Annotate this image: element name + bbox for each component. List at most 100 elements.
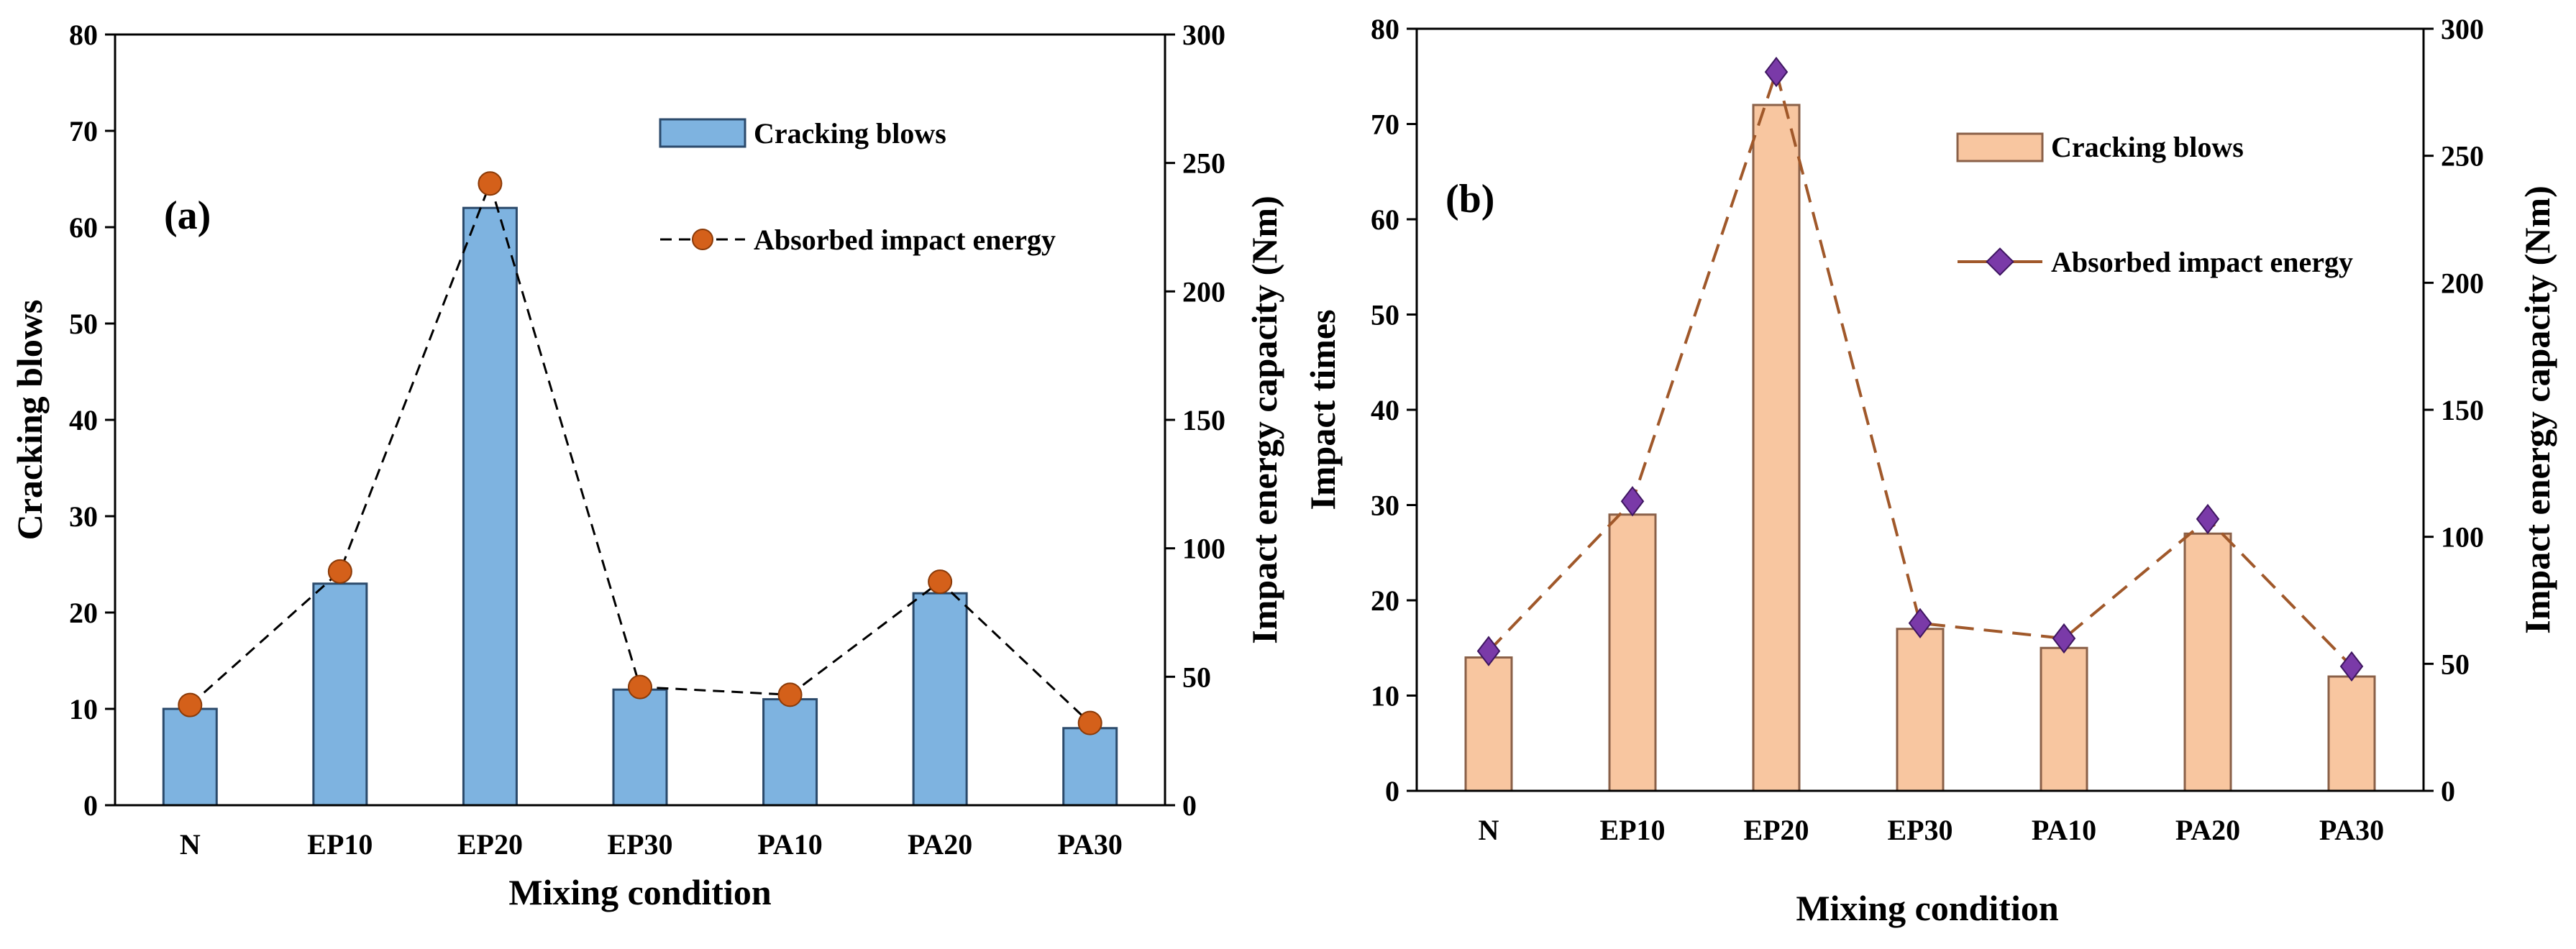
data-point	[327, 559, 352, 584]
x-axis-title: Mixing condition	[1796, 888, 2059, 928]
y-tick-label: 30	[1371, 490, 1399, 522]
y-tick-label: 30	[69, 500, 98, 533]
data-point	[178, 692, 203, 718]
panel-label: (a)	[164, 193, 211, 238]
bar-group	[162, 206, 1118, 807]
x-tick-label: EP30	[1887, 814, 1952, 846]
y-tick-label: 10	[69, 693, 98, 725]
y-tick-label: 0	[1385, 775, 1399, 807]
y-tick-label: 60	[1371, 203, 1399, 236]
bar	[2040, 646, 2088, 792]
y2-tick-group: 0 50 100 150 200 250 300	[2424, 13, 2484, 807]
data-point	[2052, 623, 2076, 654]
x-tick-label: EP10	[307, 828, 373, 861]
y-tick-label: 80	[69, 19, 98, 51]
bar	[612, 688, 668, 807]
y-tick-label: 60	[69, 211, 98, 244]
y-tick-label: 20	[1371, 584, 1399, 617]
bar	[462, 206, 518, 807]
y2-axis-title: Impact energy capacity (Nm)	[1244, 196, 1284, 643]
y-tick-label: 70	[1371, 109, 1399, 141]
y2-tick-label: 50	[2441, 648, 2470, 680]
y2-tick-label: 100	[1182, 533, 1225, 565]
y2-tick-label: 50	[1182, 661, 1211, 693]
x-tick-group: N EP10 EP20 EP30 PA10 PA20 PA30	[1479, 814, 2385, 846]
y2-tick-label: 300	[1182, 19, 1225, 51]
data-point	[1476, 636, 1501, 666]
x-tick-label: PA20	[908, 828, 972, 861]
data-point	[1908, 608, 1932, 638]
bar	[312, 582, 368, 807]
panel-b: 0 10 20 30 40 50 60 70 80 0 50 100 150 200 250 300 N EP…	[1302, 13, 2557, 928]
y2-tick-label: 150	[1182, 404, 1225, 436]
data-point	[1077, 710, 1102, 735]
data-point	[628, 674, 652, 700]
x-axis-title: Mixing condition	[508, 872, 772, 912]
bar	[1464, 656, 1513, 792]
data-point	[777, 682, 803, 707]
y-tick-label: 10	[1371, 680, 1399, 712]
marker-series	[1476, 56, 2364, 682]
y2-tick-group: 0 50 100 150 200 250 300	[1165, 19, 1225, 822]
x-tick-label: EP20	[1743, 814, 1809, 846]
y2-tick-label: 150	[2441, 394, 2484, 426]
x-tick-label: PA30	[2319, 814, 2384, 846]
x-tick-label: EP20	[457, 828, 523, 861]
y2-axis-title: Impact energy capacity (Nm)	[2517, 185, 2557, 633]
legend-label-line: Absorbed impact energy	[2051, 246, 2353, 278]
y2-tick-label: 250	[2441, 140, 2484, 173]
legend-label-bar: Cracking blows	[2051, 131, 2244, 163]
bar	[1608, 513, 1657, 792]
y-tick-label: 70	[69, 115, 98, 147]
bar	[1062, 727, 1118, 807]
y-axis-title: Cracking blows	[9, 300, 50, 541]
legend: Cracking blows Absorbed impact energy	[659, 117, 1056, 256]
data-point	[1764, 56, 1789, 88]
y-tick-label: 50	[69, 308, 98, 340]
x-tick-label: PA30	[1058, 828, 1123, 861]
y2-tick-label: 200	[2441, 267, 2484, 299]
panel-label: (b)	[1445, 177, 1494, 221]
data-point	[928, 569, 953, 595]
panel-a: 0 10 20 30 40 50 60 70 80 0 50 100 150 200 250 300 N EP…	[9, 19, 1284, 912]
x-tick-label: PA10	[757, 828, 822, 861]
legend-swatch-bar	[1956, 132, 2044, 162]
legend: Cracking blows Absorbed impact energy	[1956, 131, 2353, 278]
y2-tick-label: 300	[2441, 13, 2484, 45]
x-tick-label: N	[180, 828, 201, 861]
x-tick-label: EP30	[607, 828, 672, 861]
y2-tick-label: 250	[1182, 147, 1225, 180]
legend-label-line: Absorbed impact energy	[754, 224, 1056, 256]
y-tick-label: 20	[69, 597, 98, 629]
y-tick-label: 40	[1371, 394, 1399, 426]
y2-tick-label: 200	[1182, 275, 1225, 308]
bar	[162, 707, 218, 807]
y-tick-label: 50	[1371, 299, 1399, 331]
x-tick-label: PA10	[2032, 814, 2096, 846]
y-tick-label: 40	[69, 404, 98, 436]
data-point	[2196, 503, 2220, 535]
bar	[2327, 675, 2376, 792]
bar-group	[1464, 104, 2376, 792]
y-tick-group: 0 10 20 30 40 50 60 70 80	[1371, 13, 1417, 807]
data-point	[2339, 651, 2364, 682]
x-tick-group: N EP10 EP20 EP30 PA10 PA20 PA30	[180, 828, 1123, 861]
bar	[1752, 104, 1801, 792]
data-point	[1620, 486, 1645, 517]
bar	[912, 592, 968, 807]
legend-label-bar: Cracking blows	[754, 117, 946, 150]
y2-tick-label: 0	[1182, 789, 1197, 822]
y-tick-group: 0 10 20 30 40 50 60 70 80	[69, 19, 115, 822]
x-tick-label: N	[1479, 814, 1499, 846]
legend-swatch-bar	[659, 118, 746, 148]
bar	[762, 698, 818, 807]
bar	[1896, 628, 1945, 792]
x-tick-label: PA20	[2175, 814, 2240, 846]
y-tick-label: 0	[83, 789, 98, 822]
marker-series	[178, 171, 1102, 735]
data-point	[478, 171, 503, 196]
legend-swatch-marker	[692, 229, 713, 250]
bar	[2183, 532, 2232, 792]
y2-tick-label: 100	[2441, 521, 2484, 554]
